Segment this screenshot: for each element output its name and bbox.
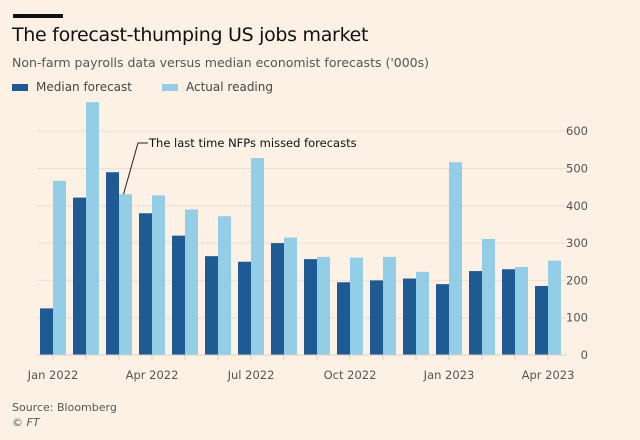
bar-median [535,285,548,355]
source-note: Source: Bloomberg [12,401,117,414]
x-tick-label: Oct 2022 [324,368,377,382]
legend-item-median: Median forecast [12,80,132,94]
bar-actual [284,237,297,355]
bar-median [403,278,416,355]
bar-actual [86,102,99,355]
bar-actual [251,158,264,355]
bar-median [370,280,383,355]
bar-median [436,284,449,355]
annotation-text: The last time NFPs missed forecasts [148,136,357,150]
y-tick-label: 300 [566,236,588,250]
x-tick-label: Apr 2023 [522,368,575,382]
bar-actual [449,162,462,355]
bar-median [469,271,482,355]
bar-median [304,259,317,355]
bar-actual [383,256,396,355]
bar-actual [482,238,495,355]
legend: Median forecast Actual reading [12,80,303,94]
legend-swatch-median [12,83,28,91]
y-tick-label: 100 [566,311,588,325]
x-tick-label: Jan 2022 [27,368,79,382]
legend-label-actual: Actual reading [186,80,273,94]
legend-label-median: Median forecast [36,80,132,94]
bar-actual [548,260,561,355]
copyright: © FT [12,416,40,429]
x-tick-label: Apr 2022 [126,368,179,382]
bar-median [106,172,119,355]
bar-median [337,282,350,355]
bar-median [205,256,218,355]
bar-median [502,269,515,355]
y-tick-label: 400 [566,199,588,213]
x-tick-label: Jan 2023 [423,368,475,382]
chart-subtitle: Non-farm payrolls data versus median eco… [12,55,430,70]
y-tick-label: 0 [581,348,588,362]
title-accent-bar [13,14,63,18]
x-tick-label: Jul 2022 [227,368,275,382]
bar-median [73,197,86,355]
annotation-leader-line [123,142,148,195]
bar-actual [53,180,66,355]
bar-actual [185,209,198,355]
legend-swatch-actual [162,83,178,91]
bar-median [40,308,53,355]
bar-actual [350,257,363,355]
bar-median [172,235,185,355]
bar-actual [317,256,330,355]
bar-actual [119,194,132,355]
bar-median [139,213,152,355]
bar-actual [218,216,231,355]
y-tick-label: 200 [566,273,588,287]
bar-median [271,243,284,355]
y-tick-label: 500 [566,162,588,176]
legend-item-actual: Actual reading [162,80,273,94]
y-tick-label: 600 [566,124,588,138]
bar-actual [416,271,429,355]
bar-actual [515,266,528,355]
bar-median [238,261,251,355]
chart-title: The forecast-thumping US jobs market [12,24,369,46]
bar-actual [152,195,165,355]
